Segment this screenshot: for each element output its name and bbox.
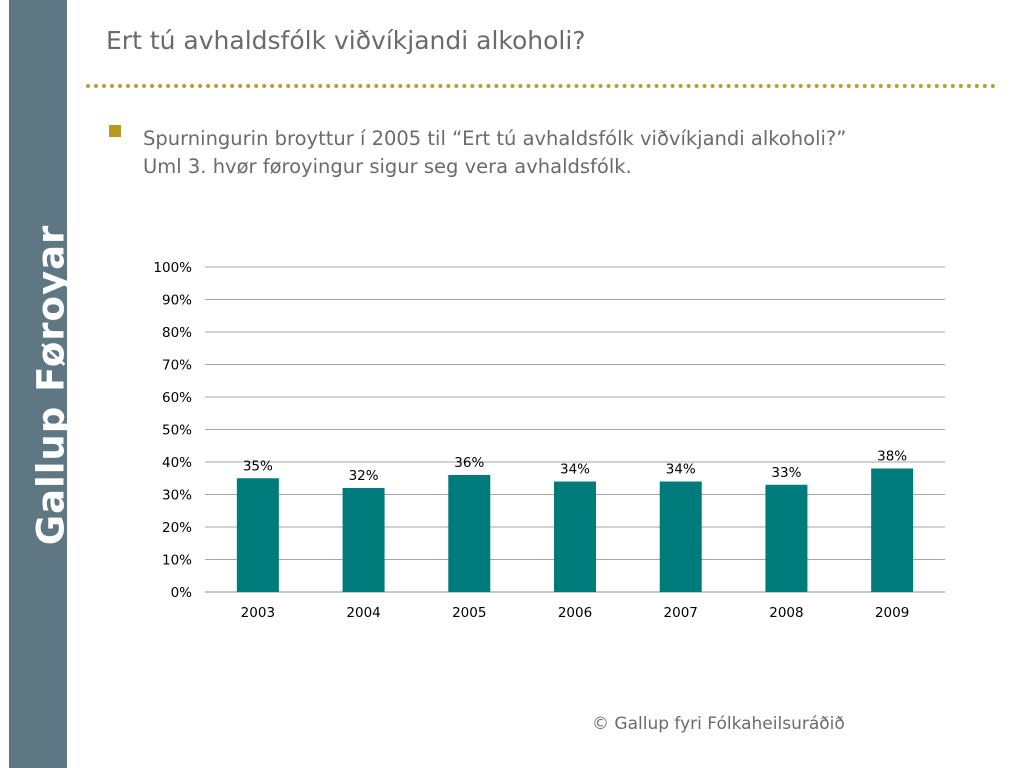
- x-tick-label: 2007: [664, 605, 698, 621]
- x-tick-label: 2009: [875, 605, 909, 621]
- y-tick-label: 20%: [162, 520, 192, 536]
- y-tick-label: 70%: [162, 358, 192, 374]
- bullet-line-1: Spurningurin broyttur í 2005 til “Ert tú…: [143, 127, 847, 150]
- y-tick-label: 60%: [162, 390, 192, 406]
- data-label: 36%: [454, 455, 484, 471]
- bar: [342, 488, 385, 592]
- y-tick-label: 10%: [162, 553, 192, 569]
- data-label: 32%: [349, 468, 379, 484]
- bullet-line-2: Uml 3. hvør føroyingur sigur seg vera av…: [143, 155, 632, 178]
- data-label: 35%: [243, 458, 273, 474]
- footer-copyright: © Gallup fyri Fólkaheilsuráðið: [592, 714, 845, 734]
- y-tick-label: 90%: [162, 293, 192, 309]
- dotted-divider: [86, 84, 996, 88]
- x-tick-label: 2006: [558, 605, 592, 621]
- data-label: 38%: [877, 449, 907, 465]
- data-label: 34%: [560, 462, 590, 478]
- x-tick-label: 2008: [769, 605, 803, 621]
- bullet-square-icon: [109, 125, 121, 137]
- x-tick-label: 2005: [452, 605, 486, 621]
- data-label: 34%: [666, 462, 696, 478]
- bar: [236, 478, 279, 592]
- x-tick-label: 2004: [346, 605, 380, 621]
- sidebar: Gallup Føroyar: [9, 0, 73, 768]
- y-tick-label: 40%: [162, 455, 192, 471]
- bullet-text: Spurningurin broyttur í 2005 til “Ert tú…: [143, 125, 1003, 181]
- bar: [659, 481, 702, 592]
- y-tick-label: 50%: [162, 423, 192, 439]
- data-label: 33%: [771, 465, 801, 481]
- y-tick-label: 30%: [162, 488, 192, 504]
- y-tick-label: 100%: [153, 260, 192, 276]
- bar: [448, 475, 491, 592]
- slide-title: Ert tú avhaldsfólk viðvíkjandi alkoholi?: [106, 26, 586, 55]
- x-tick-label: 2003: [241, 605, 275, 621]
- bar: [554, 481, 596, 592]
- y-tick-label: 80%: [162, 325, 192, 341]
- y-tick-label: 0%: [171, 585, 193, 601]
- bar: [765, 484, 808, 592]
- bar: [871, 468, 914, 592]
